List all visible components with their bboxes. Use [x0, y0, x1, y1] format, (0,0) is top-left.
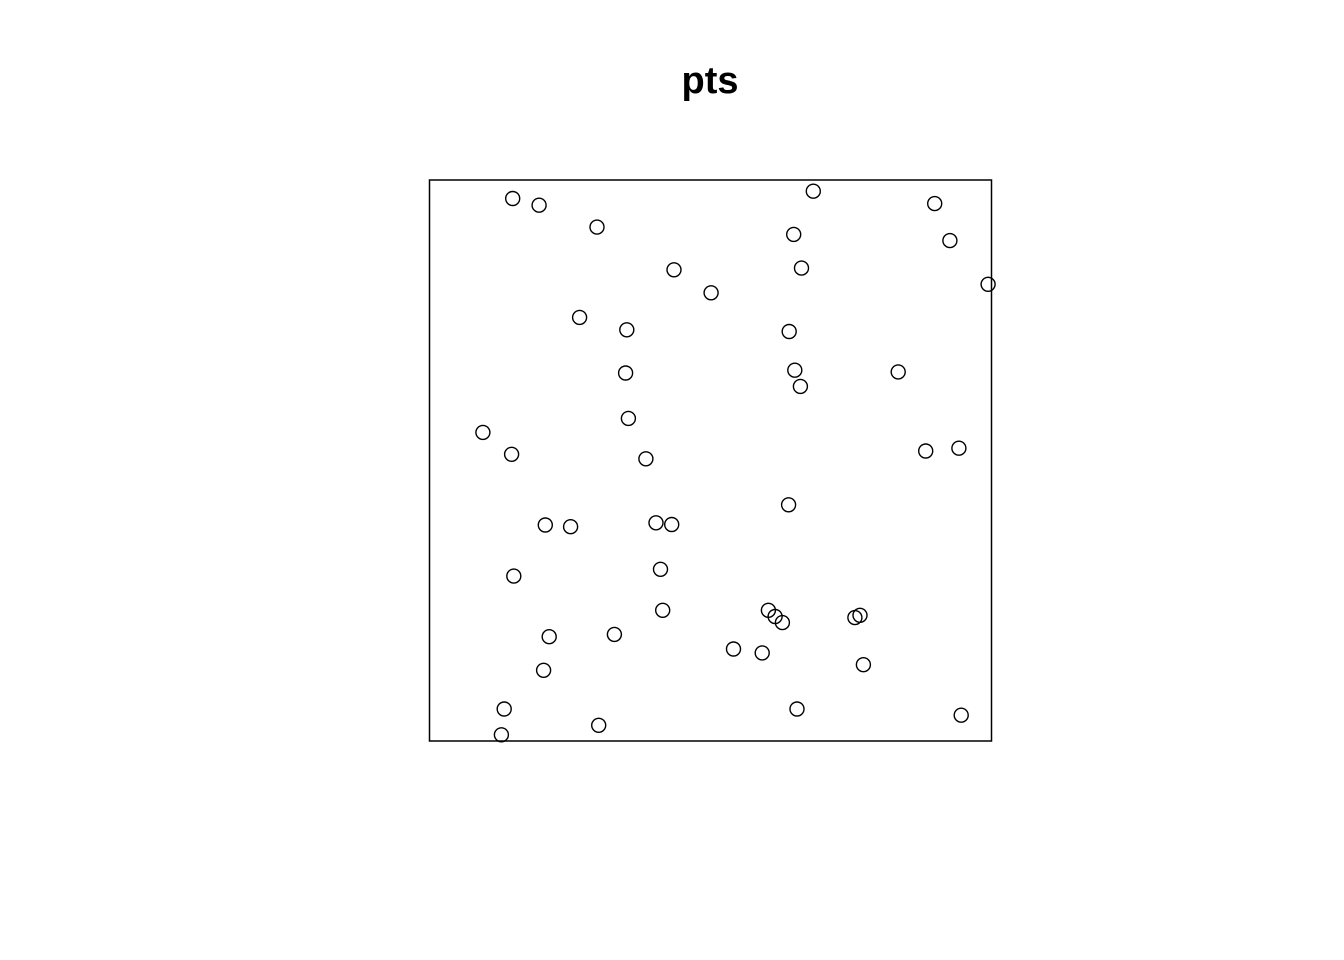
data-point-44: [496, 701, 512, 717]
data-point-6: [927, 195, 943, 212]
data-point-23: [918, 443, 934, 459]
data-point-14: [781, 323, 797, 340]
data-point-47: [591, 717, 607, 733]
data-point-20: [475, 424, 491, 441]
data-point-39: [606, 626, 623, 643]
data-point-5: [786, 226, 802, 243]
data-point-38: [541, 629, 557, 645]
data-point-26: [537, 517, 553, 533]
data-point-29: [664, 516, 680, 533]
data-point-12: [571, 309, 588, 326]
data-point-31: [506, 568, 522, 584]
data-point-41: [754, 645, 770, 661]
data-point-45: [789, 701, 805, 717]
data-point-15: [617, 365, 634, 381]
data-point-37: [852, 607, 868, 623]
data-point-3: [589, 219, 605, 235]
data-point-21: [503, 446, 520, 462]
data-point-16: [787, 362, 803, 378]
points-layer: [475, 183, 996, 743]
data-point-43: [535, 662, 552, 678]
data-point-40: [725, 641, 742, 657]
data-point-28: [648, 515, 664, 531]
data-point-22: [638, 451, 654, 467]
chart-title: pts: [682, 60, 739, 102]
data-point-10: [703, 285, 719, 301]
data-point-46: [953, 707, 969, 723]
data-point-9: [793, 260, 810, 276]
data-point-35: [774, 614, 791, 631]
data-point-4: [805, 183, 821, 199]
data-point-8: [666, 262, 682, 278]
data-point-1: [505, 190, 521, 207]
data-point-25: [780, 497, 797, 513]
data-point-7: [942, 232, 958, 249]
data-point-24: [951, 440, 967, 456]
data-point-19: [620, 410, 637, 427]
data-point-32: [655, 602, 671, 618]
data-point-11: [980, 276, 996, 292]
data-point-17: [792, 378, 809, 395]
observation-window: [428, 179, 993, 742]
data-point-27: [562, 519, 579, 535]
data-point-13: [619, 322, 635, 338]
data-point-42: [855, 657, 872, 673]
data-point-18: [890, 364, 906, 380]
data-point-2: [531, 197, 547, 213]
data-point-30: [652, 561, 669, 577]
data-point-48: [493, 727, 510, 743]
